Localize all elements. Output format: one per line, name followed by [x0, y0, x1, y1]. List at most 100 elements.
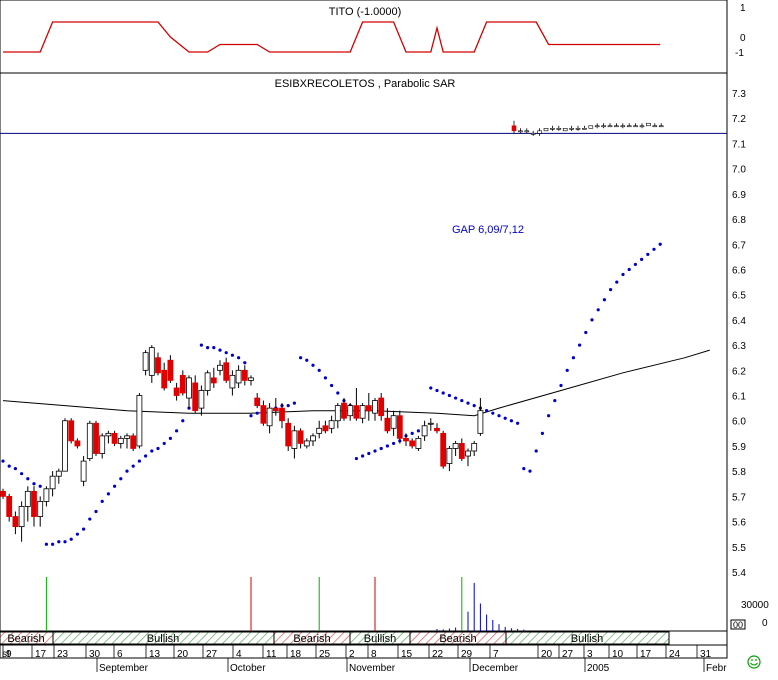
- smiley-icon[interactable]: [747, 655, 761, 669]
- sar-point: [323, 376, 327, 380]
- volume-unit: 00: [733, 620, 743, 630]
- month-label: 2005: [587, 663, 610, 674]
- main-y-tick: 6.7: [732, 240, 746, 251]
- sar-point: [13, 467, 17, 471]
- sar-point: [367, 451, 371, 456]
- sar-point: [658, 242, 662, 246]
- candle-body: [124, 435, 130, 439]
- candle-body: [173, 387, 180, 396]
- sar-point: [621, 272, 625, 277]
- regime-label-2: Bullish: [147, 633, 179, 645]
- main-y-tick: 6.8: [732, 215, 746, 226]
- sar-point: [354, 456, 358, 461]
- candle-body: [93, 422, 99, 454]
- gap-candle-body: [620, 125, 626, 128]
- sar-point: [94, 509, 98, 514]
- candle-body: [186, 377, 192, 399]
- sar-point: [181, 419, 185, 423]
- sar-point: [553, 398, 557, 403]
- main-y-tick: 5.8: [732, 467, 746, 478]
- month-label: October: [230, 663, 266, 674]
- tito-layer: [3, 21, 661, 53]
- candle-body: [384, 417, 391, 432]
- candle-body: [49, 475, 56, 490]
- candle-body: [229, 374, 236, 389]
- candle-body: [24, 490, 31, 507]
- volume-tick-30000: 30000: [741, 600, 769, 611]
- gap-candle-body: [575, 127, 581, 130]
- candle-body: [80, 460, 87, 482]
- regime-bar: Bearish Bullish Bearish Bullish Bearish …: [0, 631, 670, 645]
- sar-point: [410, 431, 414, 435]
- tito-indicator-line: [3, 21, 661, 53]
- sar-point: [44, 542, 49, 546]
- x-tick-label: 23: [57, 649, 69, 660]
- sar-point: [373, 449, 377, 453]
- volume-unit-box: [730, 619, 746, 630]
- main-y-tick: 5.9: [732, 442, 746, 453]
- volume-tick-0: 0: [762, 618, 768, 629]
- sar-point: [32, 482, 36, 486]
- candle-body: [18, 506, 25, 528]
- sar-point: [336, 391, 340, 395]
- x-tick-label: 18: [290, 649, 302, 660]
- gap-annotation: GAP 6,09/7,12: [452, 224, 524, 236]
- gap-candle-body: [588, 125, 594, 129]
- gap-candle-body: [543, 127, 549, 132]
- sar-point: [509, 419, 513, 423]
- candle-body: [452, 443, 459, 449]
- volume-layer: [45, 577, 525, 631]
- sar-point: [330, 383, 334, 388]
- sar-point: [75, 532, 79, 536]
- candle-body: [62, 420, 68, 472]
- sar-point: [38, 484, 42, 488]
- x-tick-label: 27: [206, 649, 218, 660]
- regime-label-4: Bullish: [364, 633, 396, 645]
- sar-point: [578, 343, 582, 347]
- candle-body: [68, 420, 75, 442]
- candle-body: [0, 490, 6, 497]
- x-tick-label: 2: [349, 649, 355, 660]
- x-tick-label: 31: [700, 649, 712, 660]
- tito-tick-neg1: -1: [735, 48, 744, 59]
- month-axis: September October November December 2005 Febr: [96, 658, 727, 674]
- candle-body: [471, 443, 478, 452]
- sar-point: [199, 343, 203, 347]
- sar-point: [106, 492, 110, 496]
- gap-candle-body: [626, 125, 632, 128]
- main-y-tick: 7.0: [732, 165, 746, 176]
- candle-body: [409, 440, 416, 447]
- sar-point: [292, 401, 296, 405]
- sar-point: [1, 459, 5, 463]
- x-tick-label: 20: [541, 649, 553, 660]
- x-tick-label: 22: [432, 649, 444, 660]
- candle-body: [210, 377, 217, 384]
- candle-body: [86, 422, 93, 459]
- sar-point: [88, 517, 92, 521]
- sar-point: [416, 429, 420, 433]
- main-y-tick: 5.4: [732, 568, 746, 579]
- x-tick-label: 6: [117, 649, 123, 660]
- regime-label-1: Bearish: [7, 633, 44, 645]
- x-tick-label: 8: [371, 649, 377, 660]
- main-y-tick: 6.2: [732, 366, 746, 377]
- sar-point: [150, 449, 154, 453]
- sar-point: [63, 540, 67, 544]
- gap-candle-body: [646, 122, 651, 127]
- month-label: November: [349, 663, 396, 674]
- main-y-tick: 6.1: [732, 392, 746, 403]
- regime-segment-bullish-3: [505, 631, 670, 645]
- x-tick-label: 13: [149, 649, 161, 660]
- candle-body: [390, 415, 397, 429]
- candle-body: [155, 357, 161, 374]
- regime-label-6: Bullish: [571, 633, 603, 645]
- gap-candle-body: [652, 125, 658, 128]
- candle-body: [297, 430, 304, 444]
- sar-point: [385, 444, 389, 448]
- sar-point: [243, 361, 247, 365]
- x-tick-label: 11: [266, 649, 277, 660]
- sar-point: [485, 409, 489, 413]
- sar-point: [26, 477, 30, 481]
- gap-candle-body: [607, 125, 613, 128]
- x-tick-label: 3: [587, 649, 593, 660]
